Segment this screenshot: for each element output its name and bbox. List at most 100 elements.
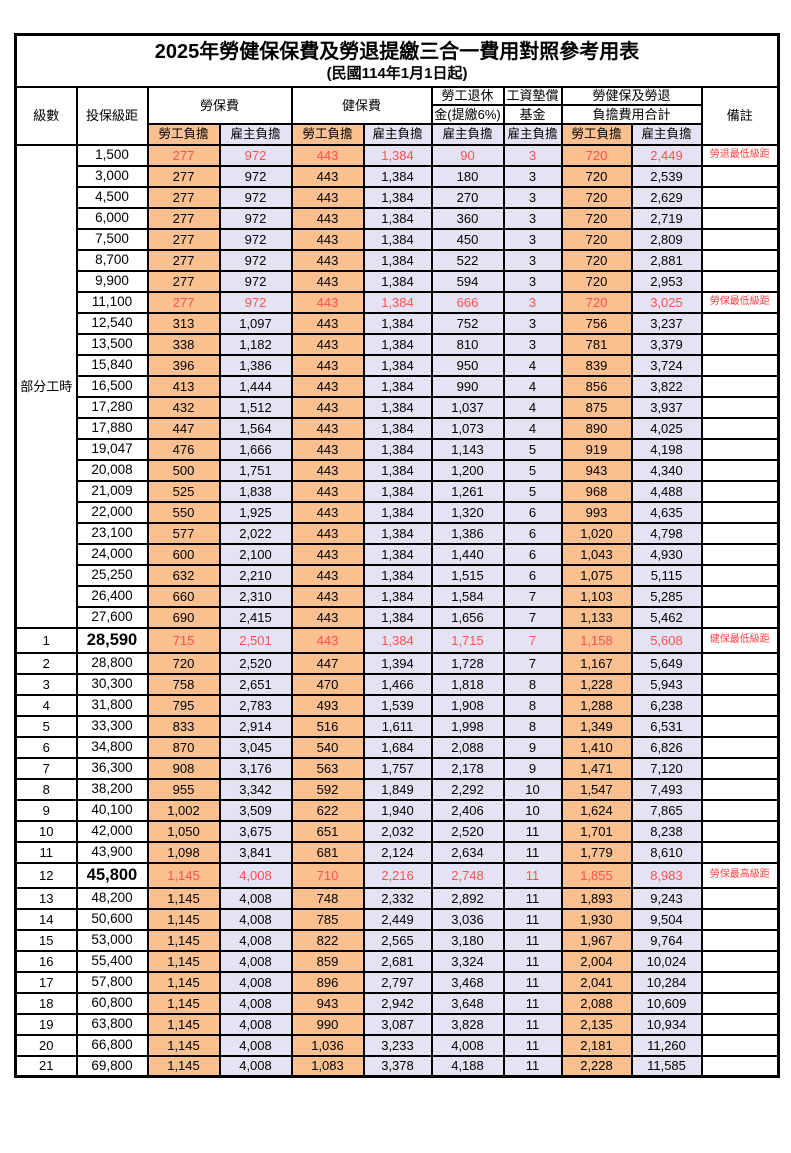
value-cell: 277	[146, 227, 221, 251]
value-cell: 720	[560, 143, 633, 167]
value-cell: 2,629	[630, 185, 703, 209]
table-row: 15 53,000 1,145 4,008 822 2,565 3,180 11 1,967 9,…	[14, 928, 780, 952]
value-cell: 781	[560, 332, 633, 356]
value-cell: 6,531	[630, 714, 703, 738]
value-cell: 11	[502, 840, 563, 864]
remark-cell	[700, 584, 780, 608]
value-cell: 396	[146, 353, 221, 377]
remark-cell	[700, 1054, 780, 1078]
value-cell: 3	[502, 185, 563, 209]
value-cell: 2,520	[430, 819, 505, 843]
bracket-cell: 6,000	[75, 206, 149, 230]
value-cell: 8	[502, 714, 563, 738]
value-cell: 1,444	[218, 374, 293, 398]
bracket-cell: 20,008	[75, 458, 149, 482]
value-cell: 9,504	[630, 907, 703, 931]
value-cell: 3,025	[630, 290, 703, 314]
value-cell: 720	[560, 206, 633, 230]
value-cell: 810	[430, 332, 505, 356]
level-cell: 16	[14, 949, 78, 973]
value-cell: 1,020	[560, 521, 633, 545]
value-cell: 443	[290, 164, 365, 188]
value-cell: 1,384	[362, 395, 433, 419]
value-cell: 1,384	[362, 164, 433, 188]
value-cell: 1,384	[362, 311, 433, 335]
value-cell: 277	[146, 164, 221, 188]
value-cell: 1,103	[560, 584, 633, 608]
value-cell: 443	[290, 479, 365, 503]
bracket-cell: 34,800	[75, 735, 149, 759]
table-row: 17 57,800 1,145 4,008 896 2,797 3,468 11 2,041 10…	[14, 970, 780, 994]
value-cell: 1,384	[362, 290, 433, 314]
value-cell: 5,608	[630, 626, 703, 654]
value-cell: 450	[430, 227, 505, 251]
value-cell: 7	[502, 584, 563, 608]
value-cell: 3,724	[630, 353, 703, 377]
value-cell: 3,176	[218, 756, 293, 780]
value-cell: 2,406	[430, 798, 505, 822]
value-cell: 972	[218, 185, 293, 209]
value-cell: 3	[502, 332, 563, 356]
remark-cell	[700, 353, 780, 377]
value-cell: 1,715	[430, 626, 505, 654]
value-cell: 2,719	[630, 206, 703, 230]
table-row: 25,250 632 2,210 443 1,384 1,515 6 1,075 5,115	[16, 563, 780, 587]
table-row: 9 40,100 1,002 3,509 622 1,940 2,406 10 1,624 7,8…	[14, 798, 780, 822]
value-cell: 1,893	[560, 886, 633, 910]
value-cell: 1,656	[430, 605, 505, 629]
value-cell: 11	[502, 970, 563, 994]
value-cell: 11	[502, 1012, 563, 1036]
remark-cell	[700, 563, 780, 587]
bracket-cell: 31,800	[75, 693, 149, 717]
table-row: 18 60,800 1,145 4,008 943 2,942 3,648 11 2,088 10…	[14, 991, 780, 1015]
value-cell: 2,216	[362, 861, 433, 889]
value-cell: 720	[560, 290, 633, 314]
value-cell: 3,087	[362, 1012, 433, 1036]
remark-cell	[700, 907, 780, 931]
value-cell: 1,611	[362, 714, 433, 738]
value-cell: 3,237	[630, 311, 703, 335]
remark-cell	[700, 1012, 780, 1036]
value-cell: 1,564	[218, 416, 293, 440]
value-cell: 277	[146, 206, 221, 230]
bracket-cell: 30,300	[75, 672, 149, 696]
remark-cell	[700, 332, 780, 356]
value-cell: 9	[502, 756, 563, 780]
value-cell: 11	[502, 886, 563, 910]
value-cell: 1,384	[362, 479, 433, 503]
table-row: 27,600 690 2,415 443 1,384 1,656 7 1,133 5,462	[16, 605, 780, 629]
value-cell: 5,285	[630, 584, 703, 608]
value-cell: 2,809	[630, 227, 703, 251]
value-cell: 2,332	[362, 886, 433, 910]
value-cell: 1,384	[362, 458, 433, 482]
value-cell: 4,025	[630, 416, 703, 440]
bracket-cell: 69,800	[75, 1054, 149, 1078]
bracket-cell: 26,400	[75, 584, 149, 608]
value-cell: 1,098	[146, 840, 221, 864]
bracket-cell: 8,700	[75, 248, 149, 272]
value-cell: 3,648	[430, 991, 505, 1015]
value-cell: 4	[502, 353, 563, 377]
value-cell: 443	[290, 542, 365, 566]
bracket-cell: 12,540	[75, 311, 149, 335]
value-cell: 1,384	[362, 143, 433, 167]
remark-cell	[700, 693, 780, 717]
value-cell: 2,415	[218, 605, 293, 629]
value-cell: 993	[560, 500, 633, 524]
value-cell: 690	[146, 605, 221, 629]
value-cell: 6,238	[630, 693, 703, 717]
value-cell: 2,210	[218, 563, 293, 587]
table-row: 9,900 277 972 443 1,384 594 3 720 2,953	[16, 269, 780, 293]
value-cell: 8	[502, 693, 563, 717]
value-cell: 90	[430, 143, 505, 167]
value-cell: 3	[502, 290, 563, 314]
value-cell: 720	[560, 185, 633, 209]
value-cell: 10,284	[630, 970, 703, 994]
remark-cell: 勞保最低級距	[700, 290, 780, 314]
value-cell: 1,002	[146, 798, 221, 822]
level-cell: 3	[14, 672, 78, 696]
value-cell: 1,073	[430, 416, 505, 440]
value-cell: 11	[502, 907, 563, 931]
value-cell: 5,115	[630, 563, 703, 587]
value-cell: 5	[502, 479, 563, 503]
